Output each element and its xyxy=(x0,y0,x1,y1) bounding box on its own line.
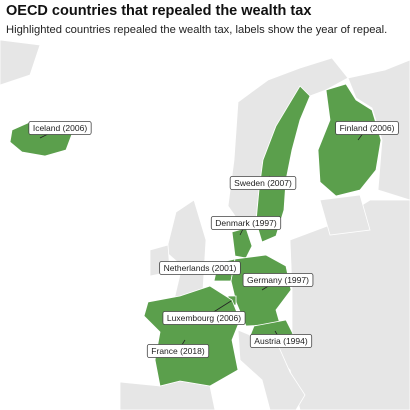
country-label: Denmark (1997) xyxy=(210,216,282,230)
label-text: Iceland (2006) xyxy=(33,123,88,133)
label-text: Denmark (1997) xyxy=(215,218,277,228)
country-label: France (2018) xyxy=(146,344,210,358)
label-box xyxy=(335,121,399,135)
subtitle: Highlighted countries repealed the wealt… xyxy=(6,24,387,36)
label-text: Austria (1994) xyxy=(254,336,308,346)
country-label: Finland (2006) xyxy=(335,121,399,135)
label-box xyxy=(249,334,313,348)
label-box xyxy=(159,261,241,275)
country-label: Germany (1997) xyxy=(242,273,314,287)
label-text: Finland (2006) xyxy=(340,123,395,133)
denmark xyxy=(231,227,253,259)
iberia xyxy=(119,380,216,410)
repealed-countries xyxy=(9,83,382,387)
germany xyxy=(230,254,292,327)
greenland xyxy=(0,39,41,86)
country-label: Sweden (2007) xyxy=(229,176,297,190)
label-box xyxy=(146,344,210,358)
label-text: Sweden (2007) xyxy=(234,178,292,188)
finland xyxy=(317,83,382,197)
label-text: France (2018) xyxy=(151,346,205,356)
label-box xyxy=(162,311,246,325)
label-box xyxy=(229,176,297,190)
country-label: Austria (1994) xyxy=(249,334,313,348)
country-label: Netherlands (2001) xyxy=(159,261,241,275)
title: OECD countries that repealed the wealth … xyxy=(6,3,311,19)
base-land xyxy=(0,39,410,410)
label-text: Netherlands (2001) xyxy=(164,263,237,273)
label-text: Germany (1997) xyxy=(247,275,309,285)
france xyxy=(143,285,241,387)
sweden xyxy=(255,85,311,243)
uk xyxy=(165,199,207,301)
label-box xyxy=(242,273,314,287)
header-bg xyxy=(0,0,410,40)
baltics xyxy=(319,194,371,236)
country-labels: Iceland (2006) Finland (2006) Sweden (2007… xyxy=(28,121,399,358)
country-label: Luxembourg (2006) xyxy=(162,311,246,325)
label-text: Luxembourg (2006) xyxy=(167,313,241,323)
label-box xyxy=(28,121,92,135)
label-box xyxy=(210,216,282,230)
country-label: Iceland (2006) xyxy=(28,121,92,135)
